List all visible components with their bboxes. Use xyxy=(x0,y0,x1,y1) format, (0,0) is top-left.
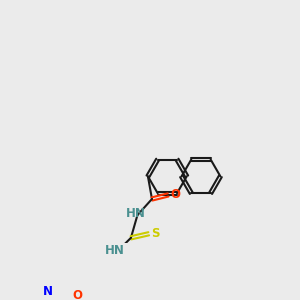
Text: N: N xyxy=(43,285,53,298)
Text: HN: HN xyxy=(126,207,146,220)
Text: O: O xyxy=(72,289,82,300)
Text: O: O xyxy=(171,188,181,201)
Text: S: S xyxy=(151,227,160,240)
Text: HN: HN xyxy=(105,244,125,257)
